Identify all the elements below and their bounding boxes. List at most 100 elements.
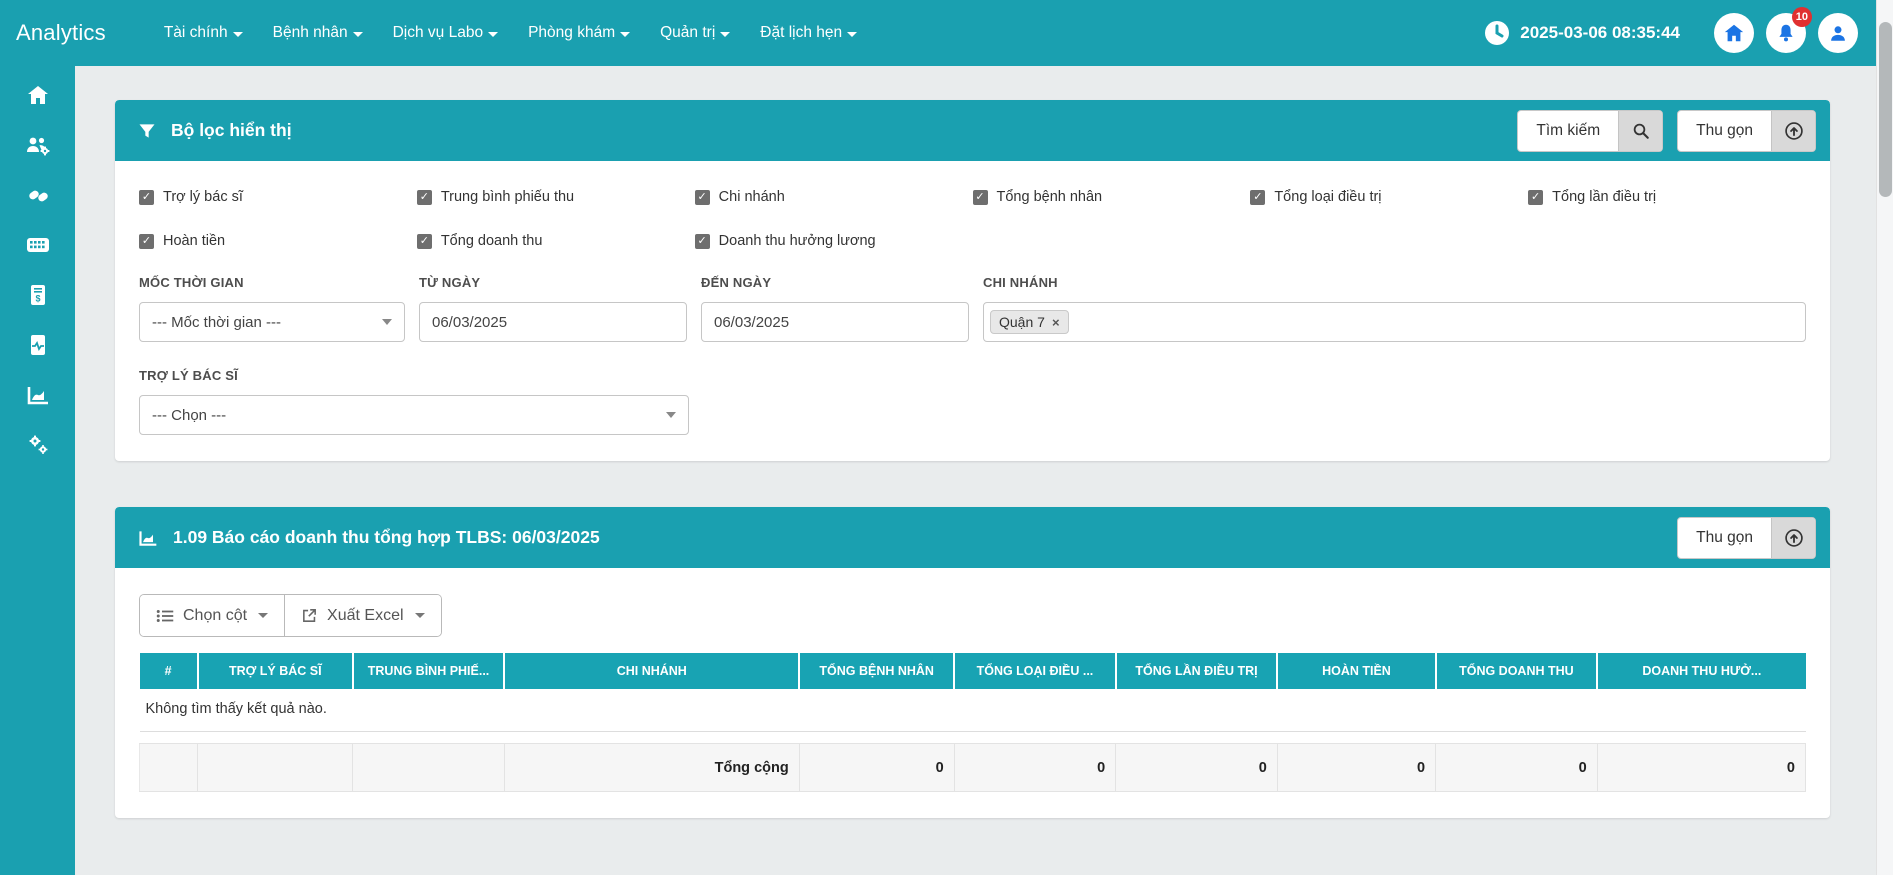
checkbox-checked-icon[interactable] bbox=[139, 189, 154, 205]
file-invoice-dollar-icon: $ bbox=[30, 285, 45, 305]
filter-panel: Bộ lọc hiển thị Tìm kiếm Thu gọn bbox=[115, 100, 1830, 461]
checkbox-tong-lan-dieu-tri[interactable]: Tổng lần điều trị bbox=[1528, 189, 1806, 205]
caret-down-icon bbox=[720, 31, 731, 37]
total-doanh-thu-huong: 0 bbox=[1596, 743, 1807, 792]
empty-result-message: Không tìm thấy kết quả nào. bbox=[139, 689, 1806, 732]
sidebar-item-home[interactable] bbox=[25, 82, 51, 108]
caret-down-icon bbox=[847, 31, 858, 37]
tu-ngay-input[interactable] bbox=[419, 302, 687, 342]
field-den-ngay: ĐẾN NGÀY bbox=[701, 275, 969, 342]
checkbox-checked-icon[interactable] bbox=[972, 189, 988, 205]
col-chi-nhanh[interactable]: CHI NHÁNH bbox=[503, 653, 800, 689]
scrollbar-thumb[interactable] bbox=[1879, 22, 1892, 197]
checkbox-checked-icon[interactable] bbox=[139, 233, 154, 249]
top-navbar: Analytics Tài chính Bệnh nhân Dịch vụ La… bbox=[0, 0, 1876, 66]
caret-down-icon bbox=[488, 31, 499, 37]
nav-menu-tai-chinh[interactable]: Tài chính bbox=[164, 24, 243, 42]
checkbox-doanh-thu-huong-luong[interactable]: Doanh thu hưởng lương bbox=[694, 233, 973, 249]
choose-columns-button[interactable]: Chọn cột bbox=[140, 595, 285, 636]
field-label: CHI NHÁNH bbox=[983, 275, 1058, 290]
caret-down-icon bbox=[620, 31, 631, 37]
checkbox-checked-icon[interactable] bbox=[694, 233, 710, 249]
checkbox-checked-icon[interactable] bbox=[416, 233, 432, 249]
circle-arrow-up-icon bbox=[1771, 110, 1815, 151]
home-icon bbox=[27, 86, 48, 104]
filter-panel-header: Bộ lọc hiển thị Tìm kiếm Thu gọn bbox=[115, 100, 1830, 161]
checkbox-trung-binh-phieu-thu[interactable]: Trung bình phiếu thu bbox=[416, 189, 695, 205]
export-excel-button[interactable]: Xuất Excel bbox=[284, 595, 441, 636]
col-tro-ly-bac-si[interactable]: TRỢ LÝ BÁC SĨ bbox=[196, 653, 353, 689]
caret-down-icon bbox=[232, 31, 243, 37]
checkbox-checked-icon[interactable] bbox=[694, 189, 710, 205]
bell-icon bbox=[1779, 24, 1793, 42]
col-trung-binh-phieu[interactable]: TRUNG BÌNH PHIẾ... bbox=[351, 653, 505, 689]
col-index[interactable]: # bbox=[139, 653, 198, 689]
tro-ly-bac-si-select[interactable]: --- Chọn --- bbox=[139, 395, 689, 435]
sidebar-item-medicine[interactable] bbox=[25, 182, 51, 208]
circle-arrow-up-icon bbox=[1771, 517, 1815, 558]
col-tong-benh-nhan[interactable]: TỔNG BỆNH NHÂN bbox=[798, 653, 955, 689]
caret-down-icon bbox=[352, 31, 363, 37]
checkbox-tong-loai-dieu-tri[interactable]: Tổng loại điều trị bbox=[1250, 189, 1528, 205]
nav-menu-benh-nhan[interactable]: Bệnh nhân bbox=[273, 24, 363, 42]
spacer-row bbox=[140, 732, 1806, 744]
report-collapse-button[interactable]: Thu gọn bbox=[1677, 516, 1816, 559]
checkbox-checked-icon[interactable] bbox=[416, 189, 432, 205]
chevron-down-icon bbox=[666, 412, 676, 418]
sidebar-item-settings[interactable] bbox=[25, 432, 51, 458]
nav-menu-phong-kham[interactable]: Phòng khám bbox=[528, 24, 631, 42]
total-tong-doanh-thu: 0 bbox=[1435, 743, 1598, 792]
nav-menu-quan-tri[interactable]: Quản trị bbox=[660, 24, 731, 42]
moc-thoi-gian-select[interactable]: --- Mốc thời gian --- bbox=[139, 302, 405, 342]
user-profile-button[interactable] bbox=[1818, 13, 1858, 53]
filter-checkbox-grid: Trợ lý bác sĩ Trung bình phiếu thu Chi n… bbox=[139, 189, 1806, 249]
checkbox-hoan-tien[interactable]: Hoàn tiền bbox=[139, 233, 417, 249]
search-button[interactable]: Tìm kiếm bbox=[1517, 109, 1664, 152]
sidebar-item-staff[interactable] bbox=[25, 132, 51, 158]
filter-collapse-button[interactable]: Thu gọn bbox=[1677, 109, 1816, 152]
nav-menu-dich-vu-labo[interactable]: Dịch vụ Labo bbox=[393, 24, 499, 42]
field-label: ĐẾN NGÀY bbox=[701, 275, 772, 290]
checkbox-tong-doanh-thu[interactable]: Tổng doanh thu bbox=[416, 233, 695, 249]
sidebar-item-analytics[interactable] bbox=[25, 382, 51, 408]
app-brand: Analytics bbox=[16, 20, 106, 45]
col-tong-doanh-thu[interactable]: TỔNG DOANH THU bbox=[1434, 653, 1598, 689]
clock-icon bbox=[1485, 21, 1510, 45]
home-icon bbox=[1724, 24, 1744, 42]
external-link-icon bbox=[303, 609, 316, 622]
report-header-buttons: Thu gọn bbox=[1677, 516, 1816, 559]
notifications-button[interactable]: 10 bbox=[1766, 7, 1812, 53]
user-icon bbox=[1831, 26, 1845, 41]
chart-area-icon bbox=[139, 530, 157, 546]
col-doanh-thu-huong[interactable]: DOANH THU HƯỞ... bbox=[1596, 653, 1806, 689]
sidebar-item-medical-records[interactable] bbox=[25, 332, 51, 358]
chi-nhanh-multiselect[interactable]: Quận 7 bbox=[983, 302, 1806, 342]
total-tong-loai-dieu-tri: 0 bbox=[953, 743, 1117, 792]
den-ngay-input[interactable] bbox=[701, 302, 969, 342]
sidebar-item-services[interactable] bbox=[25, 232, 51, 258]
chevron-down-icon bbox=[382, 319, 392, 325]
col-hoan-tien[interactable]: HOÀN TIỀN bbox=[1276, 653, 1436, 689]
checkbox-tong-benh-nhan[interactable]: Tổng bệnh nhân bbox=[972, 189, 1251, 205]
remove-tag-icon[interactable] bbox=[1052, 315, 1060, 330]
field-label: TRỢ LÝ BÁC SĨ bbox=[139, 368, 238, 383]
vertical-scrollbar[interactable] bbox=[1876, 0, 1893, 875]
filter-header-buttons: Tìm kiếm Thu gọn bbox=[1517, 109, 1816, 152]
col-tong-lan-dieu-tri[interactable]: TỔNG LẦN ĐIỀU TRỊ bbox=[1114, 653, 1278, 689]
col-tong-loai-dieu-tri[interactable]: TỔNG LOẠI ĐIỀU ... bbox=[953, 653, 1116, 689]
list-icon bbox=[156, 609, 174, 622]
sidebar-item-invoices[interactable]: $ bbox=[25, 282, 51, 308]
home-button[interactable] bbox=[1714, 13, 1754, 53]
checkbox-checked-icon[interactable] bbox=[1250, 189, 1266, 205]
total-empty-cell bbox=[197, 743, 354, 792]
field-tro-ly-bac-si: TRỢ LÝ BÁC SĨ --- Chọn --- bbox=[139, 368, 1806, 435]
total-tong-benh-nhan: 0 bbox=[798, 743, 955, 792]
selected-tag-quan-7: Quận 7 bbox=[990, 310, 1069, 334]
checkbox-chi-nhanh[interactable]: Chi nhánh bbox=[694, 189, 973, 205]
total-label: Tổng cộng bbox=[503, 743, 800, 792]
checkbox-checked-icon[interactable] bbox=[1528, 189, 1544, 205]
checkbox-tro-ly-bac-si[interactable]: Trợ lý bác sĩ bbox=[139, 189, 417, 205]
chart-area-icon bbox=[27, 387, 48, 405]
field-tu-ngay: TỪ NGÀY bbox=[419, 275, 687, 342]
nav-menu-dat-lich-hen[interactable]: Đặt lịch hẹn bbox=[760, 24, 858, 42]
